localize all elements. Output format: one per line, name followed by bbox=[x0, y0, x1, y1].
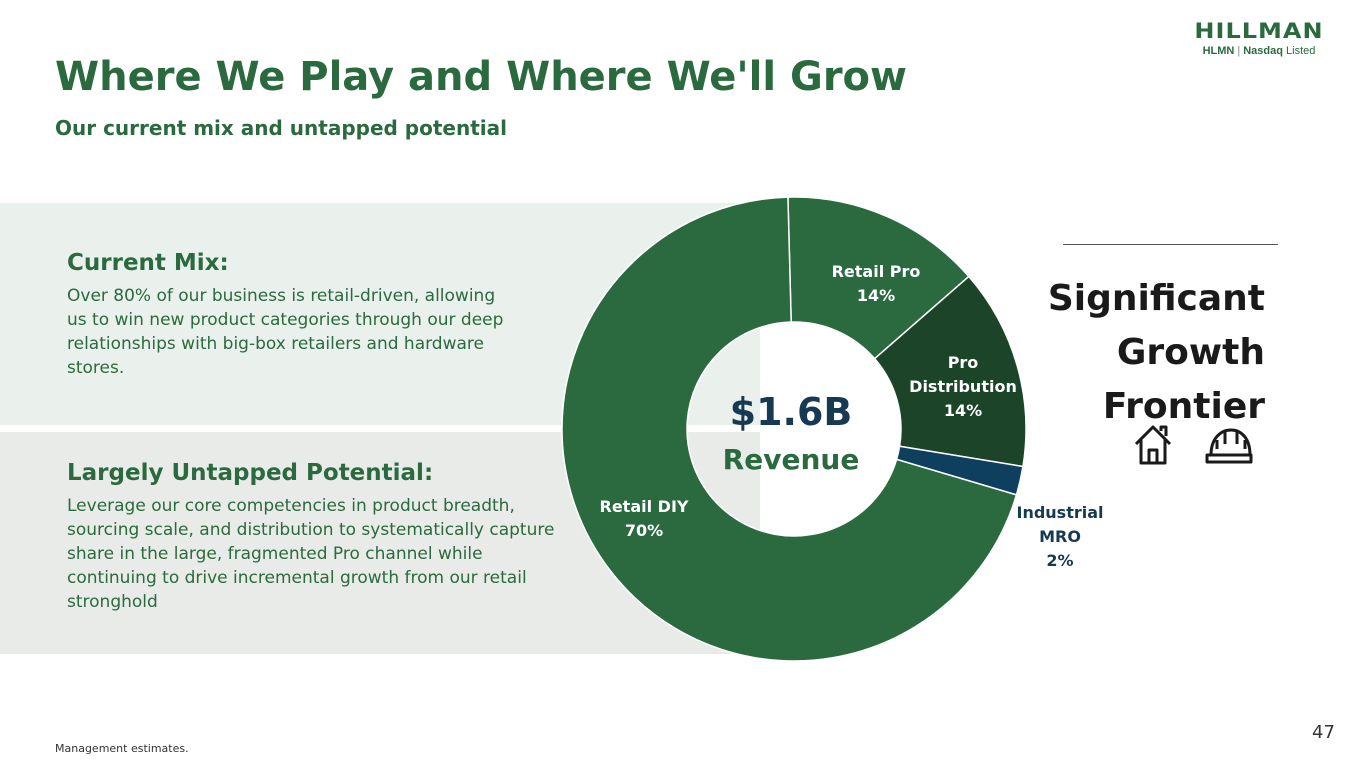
frontier-line-2: Growth bbox=[1116, 332, 1265, 373]
page-title: Where We Play and Where We'll Grow bbox=[55, 54, 907, 100]
page-number: 47 bbox=[1312, 722, 1335, 743]
frontier-line-1: Significant bbox=[1047, 278, 1265, 319]
hard-hat-icon bbox=[1205, 428, 1253, 464]
logo-listed: Listed bbox=[1286, 45, 1316, 57]
current-mix-heading: Current Mix: bbox=[67, 250, 229, 276]
logo-wordmark: HILLMAN bbox=[1194, 18, 1324, 44]
donut-label-pro-distribution: Pro Distribution 14% bbox=[909, 353, 1017, 420]
untapped-block: Largely Untapped Potential: Leverage our… bbox=[67, 460, 587, 614]
donut-label-retail-diy: Retail DIY 70% bbox=[600, 497, 689, 540]
donut-label-retail-pro: Retail Pro 14% bbox=[832, 262, 921, 305]
untapped-heading: Largely Untapped Potential: bbox=[67, 460, 434, 486]
hillman-logo: HILLMAN HLMN | Nasdaq Listed bbox=[1178, 18, 1340, 58]
donut-slice-pro-distribution bbox=[873, 275, 1027, 468]
donut-slice-retail-diy bbox=[561, 196, 1018, 662]
logo-listing: HLMN | Nasdaq Listed bbox=[1202, 45, 1316, 57]
page-subtitle: Our current mix and untapped potential bbox=[55, 116, 507, 140]
donut-slice-retail-pro bbox=[787, 196, 970, 360]
house-icon bbox=[1134, 425, 1172, 465]
frontier-line-3: Frontier bbox=[1102, 386, 1265, 427]
donut-label-industrial-mro: Industrial MRO 2% bbox=[1016, 503, 1103, 570]
untapped-body: Leverage our core competencies in produc… bbox=[67, 496, 555, 612]
current-mix-block: Current Mix: Over 80% of our business is… bbox=[67, 250, 587, 380]
current-mix-body: Over 80% of our business is retail-drive… bbox=[67, 286, 504, 378]
footnote: Management estimates. bbox=[55, 742, 189, 755]
growth-frontier-heading: Significant Growth Frontier bbox=[1040, 272, 1265, 434]
revenue-donut-chart: Retail Pro 14% Pro Distribution 14% Industria… bbox=[561, 196, 1104, 662]
logo-ticker: HLMN bbox=[1202, 45, 1235, 57]
frontier-icons bbox=[1134, 425, 1253, 465]
frontier-divider bbox=[1063, 244, 1278, 245]
logo-exchange: Nasdaq bbox=[1243, 45, 1283, 57]
donut-center-value: $1.6B bbox=[730, 390, 853, 434]
donut-center-label: Revenue bbox=[723, 443, 860, 476]
